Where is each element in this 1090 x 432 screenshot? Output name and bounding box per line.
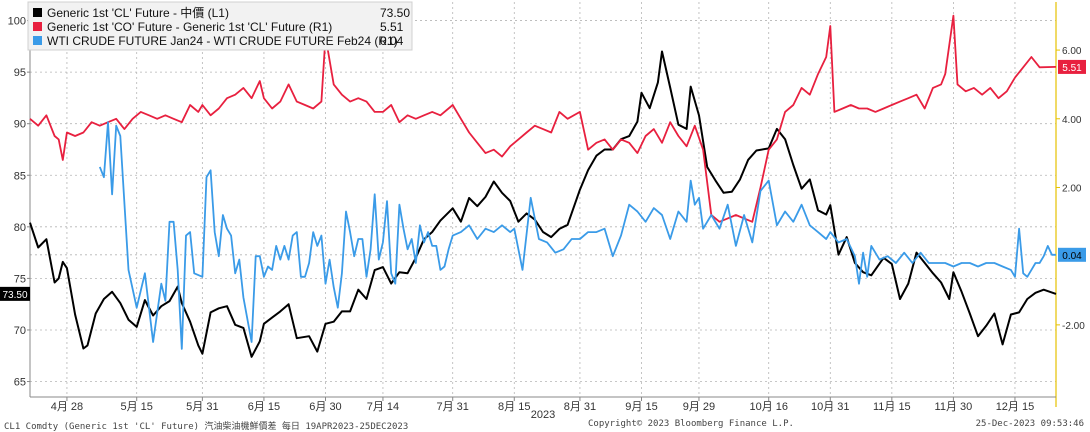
right-y-axis: 6.00 4.00 2.00 -2.00 bbox=[1055, 2, 1085, 407]
x-tick-label: 6月 30 bbox=[309, 401, 341, 413]
series-line-wti bbox=[98, 121, 1056, 350]
x-tick-label: 10月 31 bbox=[811, 401, 850, 413]
footer-source: CL1 Comdty (Generic 1st 'CL' Future) 汽油柴… bbox=[4, 422, 409, 432]
right-tick-label: 2.00 bbox=[1062, 183, 1082, 194]
legend-value-wti: 0.04 bbox=[380, 34, 404, 48]
left-tick-label: 75 bbox=[14, 273, 26, 285]
footer-copyright: Copyright© 2023 Bloomberg Finance L.P. bbox=[588, 419, 794, 429]
left-y-axis: 65 70 75 80 85 90 95 100 bbox=[8, 2, 31, 397]
tag-right-spread-bg bbox=[1058, 59, 1086, 74]
chart-background bbox=[0, 0, 1090, 418]
legend-value-spread: 5.51 bbox=[380, 20, 404, 34]
tag-left-cl: 73.50 bbox=[2, 290, 27, 301]
x-tick-label: 8月 31 bbox=[564, 401, 596, 413]
left-tick-label: 70 bbox=[14, 325, 26, 337]
x-tick-label: 4月 28 bbox=[51, 401, 83, 413]
x-tick-label: 9月 29 bbox=[683, 401, 715, 413]
x-tick-label: 12月 15 bbox=[996, 401, 1035, 413]
left-tick-label: 90 bbox=[14, 119, 26, 131]
x-tick-label: 6月 15 bbox=[248, 401, 280, 413]
x-tick-label: 5月 15 bbox=[120, 401, 152, 413]
left-tick-label: 80 bbox=[14, 222, 26, 234]
legend-label-spread: Generic 1st 'CO' Future - Generic 1st 'C… bbox=[47, 20, 332, 34]
x-tick-label: 10月 16 bbox=[749, 401, 788, 413]
left-tick-label: 85 bbox=[14, 170, 26, 182]
x-tick-label: 11月 15 bbox=[873, 401, 911, 413]
x-tick-label: 9月 15 bbox=[625, 401, 657, 413]
x-tick-label: 8月 15 bbox=[498, 401, 530, 413]
legend-swatch-cl bbox=[33, 8, 42, 17]
x-tick-label: 11月 30 bbox=[935, 401, 973, 413]
legend-label-cl: Generic 1st 'CL' Future - 中價 (L1) bbox=[47, 5, 229, 20]
x-tick-label: 7月 14 bbox=[367, 401, 399, 413]
tag-right-wti: 0.04 bbox=[1062, 251, 1082, 262]
legend: Generic 1st 'CL' Future - 中價 (L1) 73.50 … bbox=[27, 1, 413, 51]
series-line-spread bbox=[29, 14, 1057, 223]
series-lines bbox=[29, 14, 1057, 358]
left-tick-label: 100 bbox=[8, 16, 26, 28]
legend-label-wti: WTI CRUDE FUTURE Jan24 - WTI CRUDE FUTUR… bbox=[47, 34, 398, 48]
gridlines bbox=[30, 2, 1056, 397]
legend-box bbox=[27, 1, 413, 51]
legend-entry-spread: Generic 1st 'CO' Future - Generic 1st 'C… bbox=[33, 20, 404, 34]
tag-right-spread: 5.51 bbox=[1062, 63, 1082, 74]
right-tick-label: 4.00 bbox=[1062, 115, 1082, 126]
last-value-tags: 73.50 5.51 0.04 bbox=[0, 59, 1086, 301]
x-tick-label: 5月 31 bbox=[186, 401, 218, 413]
x-axis: 4月 28 5月 15 5月 31 6月 15 6月 30 7月 14 7月 31 8月 15… bbox=[30, 396, 1056, 418]
right-tick-label: 6.00 bbox=[1062, 46, 1082, 57]
left-tick-label: 95 bbox=[14, 67, 26, 79]
x-tick-label: 7月 31 bbox=[437, 401, 469, 413]
tag-left-cl-bg bbox=[0, 286, 30, 301]
right-tick-label: -2.00 bbox=[1062, 321, 1085, 332]
legend-swatch-wti bbox=[33, 36, 42, 45]
legend-value-cl: 73.50 bbox=[380, 6, 410, 20]
legend-entry-cl: Generic 1st 'CL' Future - 中價 (L1) 73.50 bbox=[33, 5, 410, 20]
chart: 65 70 75 80 85 90 95 100 6.00 4.00 2.00 -2.00 4月 2… bbox=[0, 0, 1090, 418]
legend-entry-wti: WTI CRUDE FUTURE Jan24 - WTI CRUDE FUTUR… bbox=[33, 34, 404, 48]
tag-right-wti-bg bbox=[1058, 247, 1086, 262]
x-year-label: 2023 bbox=[531, 409, 555, 418]
footer-timestamp: 25-Dec-2023 09:53:46 bbox=[975, 419, 1084, 429]
legend-swatch-spread bbox=[33, 22, 42, 31]
left-tick-label: 65 bbox=[14, 377, 26, 389]
